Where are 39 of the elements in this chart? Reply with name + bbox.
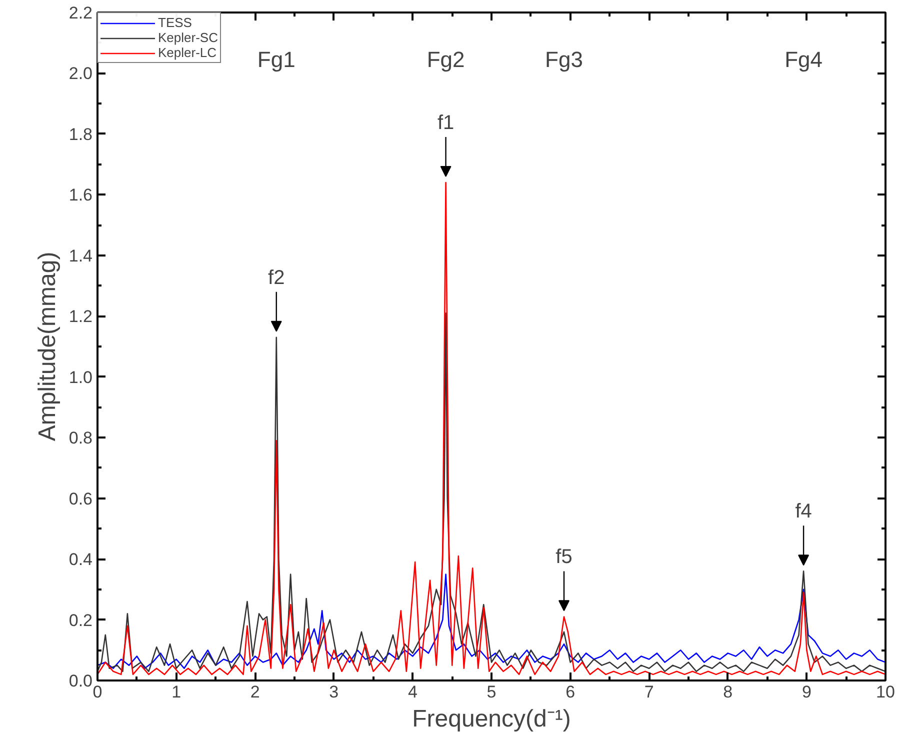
annotation: Fg1 <box>257 46 296 72</box>
x-tick-label: 1 <box>172 682 182 702</box>
annotation: Fg4 <box>784 46 823 72</box>
x-tick-label: 10 <box>876 682 895 702</box>
x-tick-label: 7 <box>644 682 654 702</box>
y-tick-label: 0.4 <box>68 550 93 570</box>
y-tick-label: 1.6 <box>68 186 93 205</box>
y-tick-label: 0.6 <box>68 489 93 508</box>
x-tick-label: 5 <box>486 682 496 702</box>
y-tick-label: 0.0 <box>68 672 93 690</box>
y-tick-label: 1.4 <box>68 246 93 266</box>
y-tick-label: 0.2 <box>68 610 93 630</box>
annotation: Fg2 <box>426 46 465 72</box>
legend-label: TESS <box>158 15 192 30</box>
annotation: Fg3 <box>545 46 583 72</box>
x-tick-label: 0 <box>92 682 102 702</box>
annotation: f4 <box>795 500 812 523</box>
annotation: f2 <box>268 266 285 289</box>
line-series <box>98 312 886 672</box>
x-tick-label: 8 <box>723 682 733 702</box>
x-tick-label: 6 <box>566 682 576 702</box>
y-tick-label: 1.0 <box>68 368 93 387</box>
x-tick-label: 3 <box>329 682 339 702</box>
y-tick-label: 2.0 <box>68 64 93 84</box>
x-tick-label: 4 <box>408 682 418 702</box>
annotation: f1 <box>437 112 454 134</box>
y-tick-label: 0.8 <box>68 428 93 448</box>
x-tick-label: 2 <box>250 682 260 702</box>
y-axis-title: Amplitude(mmag) <box>34 252 61 442</box>
x-axis-title: Frequency(d⁻¹) <box>412 706 571 732</box>
x-tick-label: 9 <box>802 682 812 702</box>
y-tick-label: 1.2 <box>68 307 93 326</box>
legend-label: Kepler-SC <box>158 30 218 45</box>
line-series <box>98 182 886 676</box>
line-series <box>98 574 886 670</box>
y-tick-label: 1.8 <box>68 124 93 144</box>
y-tick-label: 2.2 <box>68 4 93 22</box>
legend-label: Kepler-LC <box>158 45 217 60</box>
annotation: f5 <box>556 546 572 568</box>
